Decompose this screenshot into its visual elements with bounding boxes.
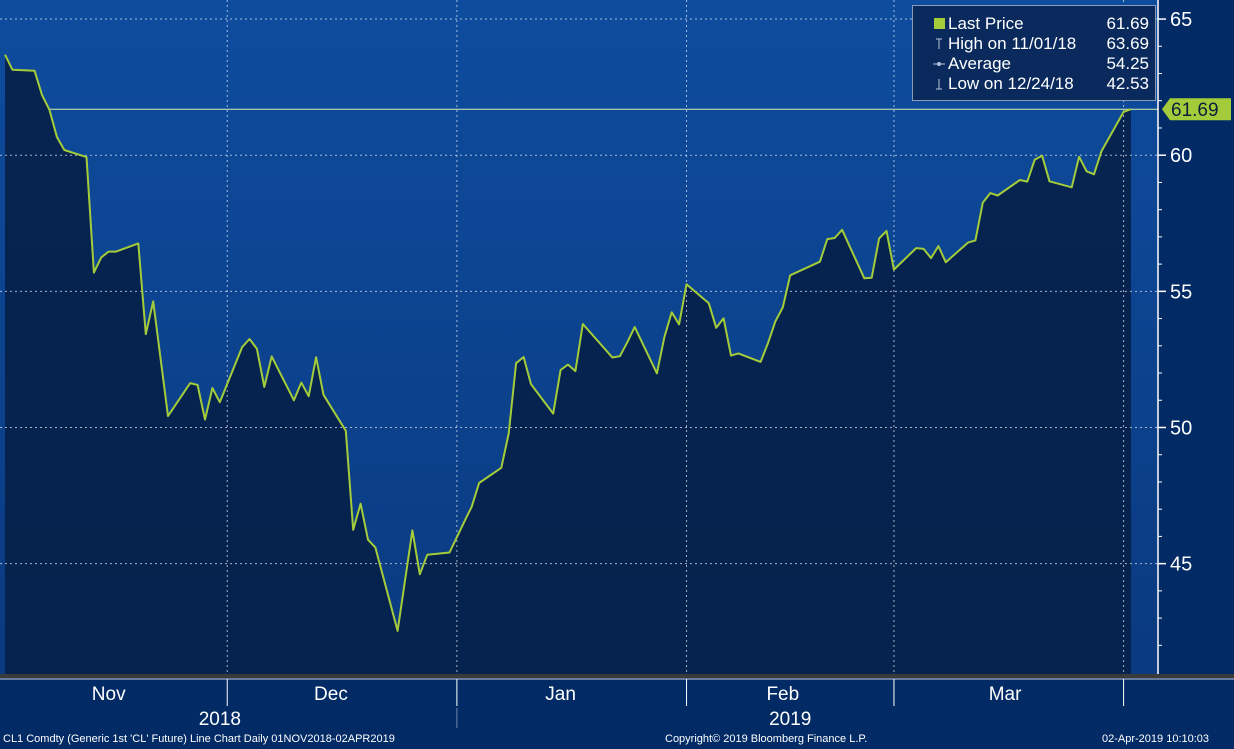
last-price-tag: 61.69	[1162, 98, 1231, 121]
x-axis-bar	[0, 674, 1234, 678]
legend-row-average: Average 54.25	[913, 54, 1157, 74]
legend-value: 42.53	[1106, 74, 1149, 93]
legend-row-last-price: Last Price 61.69	[913, 14, 1157, 34]
y-tick-label: 65	[1170, 9, 1192, 31]
y-tick-label: 60	[1170, 145, 1192, 167]
legend-row-low: Low on 12/24/18 42.53	[913, 74, 1157, 94]
y-tick-label: 50	[1170, 417, 1192, 439]
legend-value: 63.69	[1106, 34, 1149, 53]
x-axis: Nov Dec Jan Feb Mar 2018 2019	[0, 674, 1234, 730]
average-marker-icon	[925, 54, 945, 74]
x-month-label: Mar	[989, 684, 1022, 705]
last-price-tag-shape	[1162, 98, 1231, 121]
legend-value: 54.25	[1106, 54, 1149, 73]
low-marker-icon	[925, 74, 945, 94]
timestamp: 02-Apr-2019 10:10:03	[1102, 733, 1210, 745]
x-year-label: 2019	[769, 709, 811, 730]
y-tick-label: 55	[1170, 281, 1192, 303]
high-marker-icon	[925, 34, 945, 54]
legend-label: Last Price	[948, 14, 1024, 33]
copyright-text: Copyright© 2019 Bloomberg Finance L.P.	[665, 733, 868, 745]
last-price-series-line	[4, 54, 1132, 632]
chart-description: CL1 Comdty (Generic 1st 'CL' Future) Lin…	[3, 733, 395, 745]
legend-row-high: High on 11/01/18 63.69	[913, 34, 1157, 54]
legend-label: Low on 12/24/18	[948, 74, 1074, 93]
y-axis: 45 50 55 60 65	[1157, 0, 1192, 678]
swatch-icon	[925, 14, 945, 34]
x-month-label: Feb	[766, 684, 799, 705]
last-price-tag-label: 61.69	[1171, 100, 1219, 121]
legend-label: High on 11/01/18	[948, 34, 1077, 53]
legend-value: 61.69	[1106, 14, 1149, 33]
legend: Last Price 61.69 High on 11/01/18 63.69 …	[912, 5, 1156, 101]
y-tick-label: 45	[1170, 554, 1192, 576]
x-month-label: Dec	[314, 684, 348, 705]
x-year-label: 2018	[199, 709, 241, 730]
x-month-label: Nov	[92, 684, 126, 705]
price-area-fill	[5, 54, 1131, 678]
legend-label: Average	[948, 54, 1012, 73]
x-month-label: Jan	[545, 684, 576, 705]
